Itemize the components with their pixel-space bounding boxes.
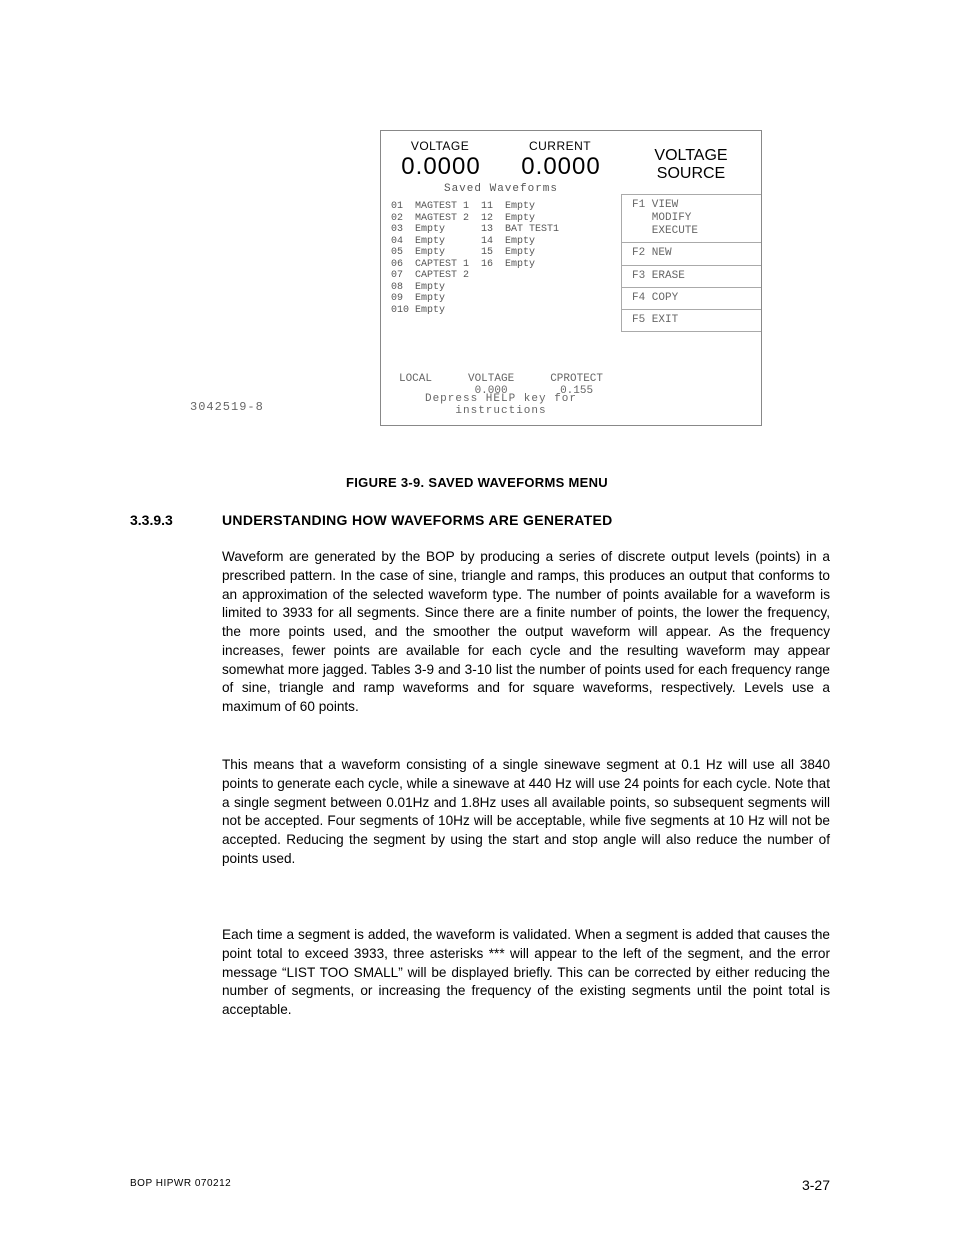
section-title: UNDERSTANDING HOW WAVEFORMS ARE GENERATE… (222, 512, 830, 528)
paragraph-2: This means that a waveform consisting of… (222, 756, 830, 869)
voltage-value: 0.0000 (401, 153, 480, 181)
figure-caption: FIGURE 3-9. SAVED WAVEFORMS MENU (0, 475, 954, 490)
waveform-list: 01 MAGTEST 1 02 MAGTEST 2 03 Empty 04 Em… (381, 195, 621, 316)
mode-title-line1: VOLTAGE (621, 147, 761, 165)
paragraph-1: Waveform are generated by the BOP by pro… (222, 548, 830, 717)
voltage-header: VOLTAGE (411, 139, 469, 153)
section-number: 3.3.9.3 (130, 512, 173, 528)
f3-key: F3 ERASE (622, 265, 761, 287)
current-header: CURRENT (529, 139, 591, 153)
status-cprotect-label: CPROTECT (550, 373, 603, 385)
instrument-screenshot: VOLTAGE CURRENT 0.0000 0.0000 Saved Wave… (380, 130, 762, 426)
section-heading: 3.3.9.3 UNDERSTANDING HOW WAVEFORMS ARE … (130, 512, 830, 528)
status-local-text: LOCAL (399, 373, 432, 385)
page: VOLTAGE CURRENT 0.0000 0.0000 Saved Wave… (0, 0, 954, 1235)
f2-key: F2 NEW (622, 242, 761, 264)
saved-waveforms-label: Saved Waveforms (381, 183, 621, 195)
function-keys: F1 VIEW MODIFY EXECUTE F2 NEW F3 ERASE F… (621, 194, 761, 332)
instrument-main-area: VOLTAGE CURRENT 0.0000 0.0000 Saved Wave… (381, 131, 621, 425)
mode-title: VOLTAGE SOURCE (621, 147, 761, 184)
help-line: Depress HELP key for instructions (381, 393, 621, 417)
footer-right: 3-27 (802, 1177, 830, 1193)
waveform-list-col1: 01 MAGTEST 1 02 MAGTEST 2 03 Empty 04 Em… (391, 201, 469, 316)
meter-value-row: 0.0000 0.0000 (381, 153, 621, 181)
f4-key: F4 COPY (622, 287, 761, 309)
footer-left: BOP HIPWR 070212 (130, 1178, 231, 1189)
meter-header-row: VOLTAGE CURRENT (381, 139, 621, 153)
mode-title-line2: SOURCE (621, 165, 761, 183)
waveform-list-col2: 11 Empty 12 Empty 13 BAT TEST1 14 Empty … (481, 201, 559, 316)
paragraph-3: Each time a segment is added, the wavefo… (222, 926, 830, 1020)
figure-number-side: 3042519-8 (190, 400, 264, 414)
f5-key: F5 EXIT (622, 309, 761, 331)
f1-key: F1 VIEW MODIFY EXECUTE (622, 194, 761, 243)
status-voltage-label: VOLTAGE (468, 373, 514, 385)
current-value: 0.0000 (521, 153, 600, 181)
instrument-side-panel: VOLTAGE SOURCE F1 VIEW MODIFY EXECUTE F2… (621, 131, 761, 425)
